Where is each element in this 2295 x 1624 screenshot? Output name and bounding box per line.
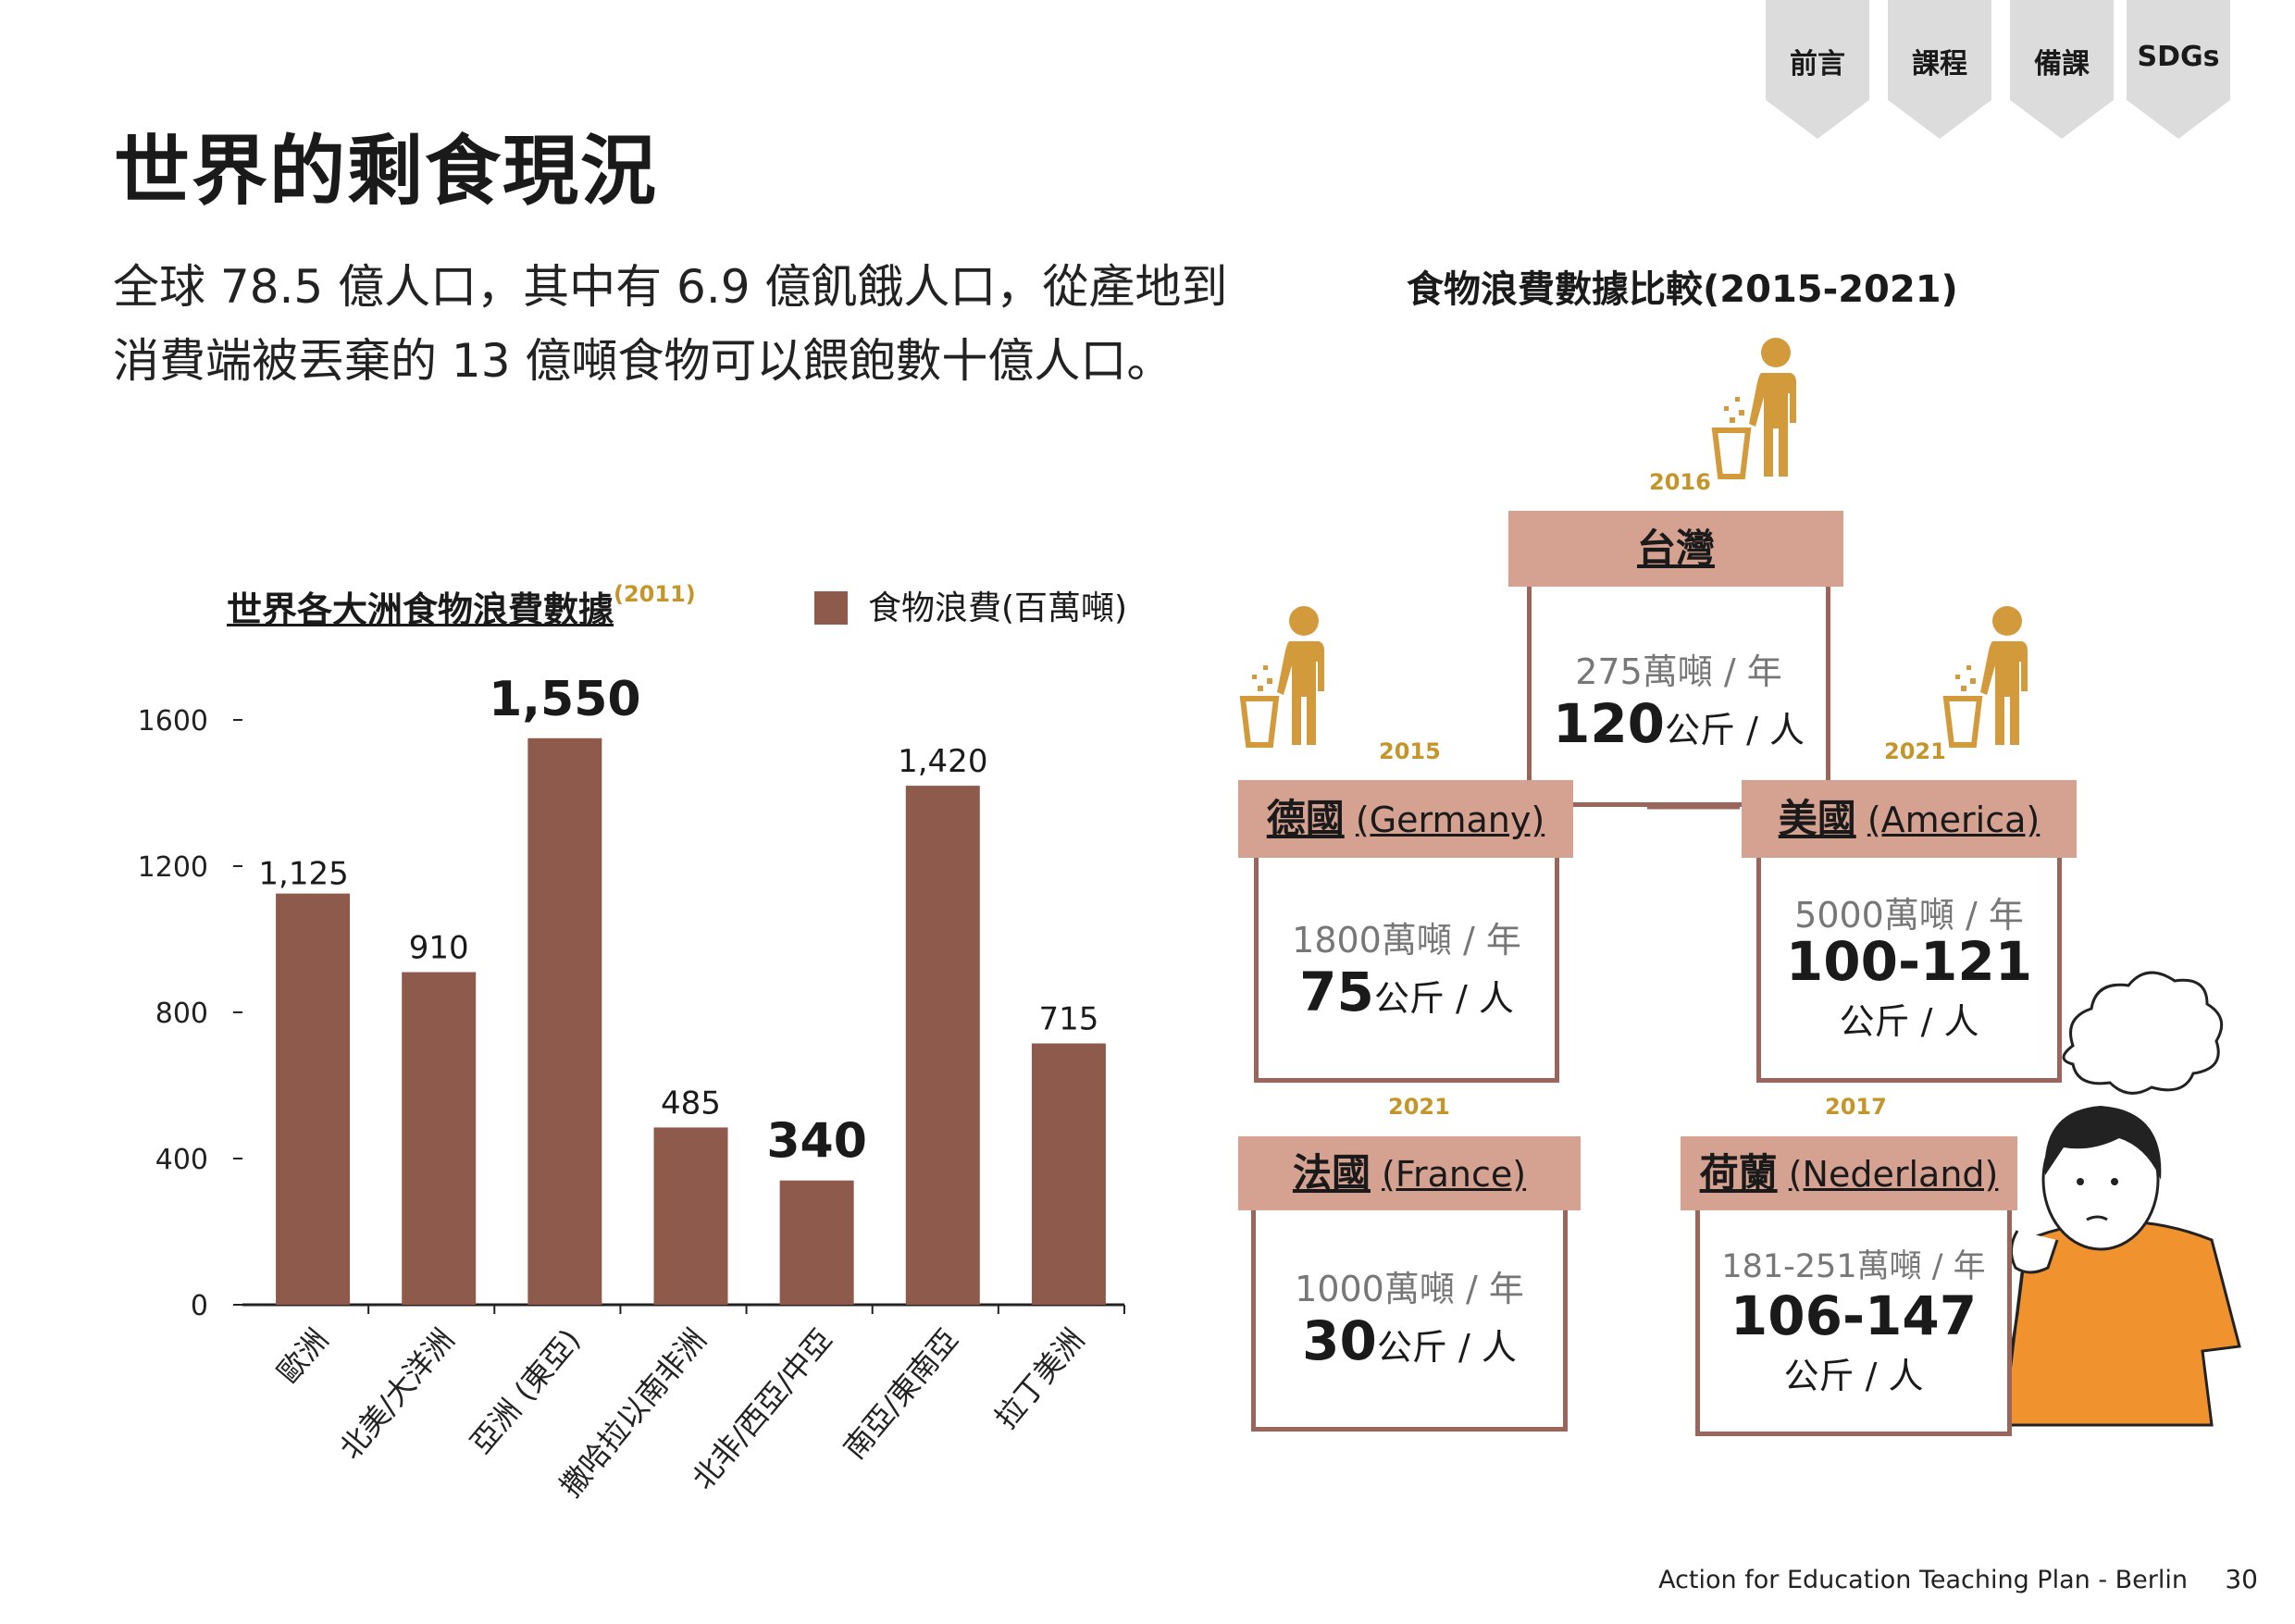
bar-value-label: 340 (766, 1114, 867, 1170)
tab-shape (1888, 0, 1991, 139)
country-year: 2021 (1388, 1094, 1450, 1120)
country-name-zh: 德國 (1266, 796, 1345, 841)
country-kg: 30公斤 / 人 (1251, 1309, 1568, 1372)
bar (1031, 1043, 1106, 1305)
country-year: 2016 (1649, 469, 1711, 495)
y-tick-label: 800 (155, 998, 208, 1030)
country-name-en: (Germany) (1355, 800, 1545, 840)
tab-prep[interactable]: 備課 (2010, 0, 2114, 139)
country-kg: 100-121 公斤 / 人 (1756, 930, 2062, 1044)
country-year: 2021 (1884, 738, 1946, 764)
tab-shape (2127, 0, 2230, 139)
y-tick-label: 400 (155, 1144, 208, 1176)
country-header-taiwan: 台灣 (1508, 511, 1843, 587)
country-tons: 181-251萬噸 / 年 (1721, 1248, 1986, 1285)
x-tick-label: 歐洲 (270, 1322, 335, 1390)
person-discarding-food-icon (1715, 338, 1796, 477)
x-tick-label: 拉丁美洲 (988, 1322, 1091, 1435)
kg-value: 100-121 (1785, 930, 2033, 993)
tab-sdgs[interactable]: SDGs (2127, 0, 2230, 139)
bar (527, 738, 602, 1305)
country-box-nederland (1695, 1196, 2012, 1436)
bar-value-label: 485 (661, 1085, 721, 1122)
kg-unit: 公斤 / 人 (1373, 978, 1514, 1019)
country-year: 2017 (1825, 1094, 1887, 1120)
kg-value: 75 (1299, 961, 1374, 1023)
tab-label: 備課 (2034, 48, 2090, 81)
person-discarding-food-icon (1243, 606, 1324, 745)
tab-label: SDGs (2137, 41, 2220, 73)
kg-value: 120 (1552, 692, 1666, 755)
country-kg: 75公斤 / 人 (1254, 961, 1559, 1023)
chart-title-text: 世界各大洲食物浪費數據 (227, 589, 614, 630)
comparison-art (1185, 315, 2241, 1427)
footer-text: Action for Education Teaching Plan - Ber… (1658, 1566, 2188, 1594)
country-name-zh: 法國 (1292, 1150, 1371, 1196)
country-year: 2015 (1379, 738, 1441, 764)
country-header-germany: 德國 (Germany) (1238, 780, 1573, 858)
country-tons: 5000萬噸 / 年 (1794, 895, 2024, 936)
bar (779, 1180, 854, 1305)
legend-swatch (814, 591, 848, 625)
tab-course[interactable]: 課程 (1888, 0, 1991, 139)
page-number: 30 (2225, 1564, 2258, 1594)
bar-value-label: 910 (409, 930, 469, 967)
country-box-germany (1254, 842, 1559, 1083)
kg-unit: 公斤 / 人 (1783, 1356, 1924, 1396)
country-name-en: (Nederland) (1788, 1154, 1999, 1195)
country-name-zh: 荷蘭 (1699, 1150, 1778, 1196)
bar-value-label: 1,550 (489, 672, 640, 727)
country-tons: 275萬噸 / 年 (1575, 651, 1782, 692)
comparison-title: 食物浪費數據比較(2015-2021) (1407, 268, 1958, 311)
country-name-en: (America) (1867, 800, 2041, 840)
country-header-france: 法國 (France) (1238, 1136, 1581, 1210)
bar-value-label: 715 (1038, 1001, 1098, 1038)
kg-unit: 公斤 / 人 (1376, 1327, 1517, 1368)
person-discarding-food-icon (1946, 606, 2028, 745)
bar (905, 786, 980, 1305)
kg-value: 106-147 (1730, 1284, 1978, 1347)
country-box-america (1756, 842, 2062, 1083)
bar-value-label: 1,125 (258, 856, 348, 893)
kg-unit: 公斤 / 人 (1839, 1001, 1979, 1042)
legend-label: 食物浪費(百萬噸) (868, 589, 1128, 627)
country-tons: 1800萬噸 / 年 (1292, 920, 1521, 961)
y-tick-label: 1600 (138, 705, 208, 738)
tab-shape (2010, 0, 2114, 139)
country-header-nederland: 荷蘭 (Nederland) (1681, 1136, 2017, 1210)
country-name-zh: 台灣 (1636, 526, 1715, 571)
tab-shape (1766, 0, 1869, 139)
kg-unit: 公斤 / 人 (1665, 710, 1805, 750)
country-header-america: 美國 (America) (1742, 780, 2077, 858)
intro-text: 全球 78.5 億人口，其中有 6.9 億飢餓人口，從產地到 消費端被丟棄的 1… (113, 250, 1316, 398)
tab-label: 前言 (1790, 48, 1845, 81)
country-name-zh: 美國 (1778, 796, 1856, 841)
thought-bubble-icon (2062, 971, 2224, 1095)
intro-line-2: 消費端被丟棄的 13 億噸食物可以餵飽數十億人口。 (113, 334, 1173, 388)
country-box-france (1251, 1196, 1568, 1432)
x-tick-label: 亞洲 (東亞) (464, 1322, 588, 1460)
y-tick-label: 1200 (138, 851, 208, 884)
bar (653, 1127, 728, 1305)
bar-value-label: 1,420 (898, 743, 987, 780)
x-tick-label: 北美/大洋洲 (332, 1322, 461, 1466)
thinking-person-illustration (1997, 1106, 2241, 1427)
country-tons: 1000萬噸 / 年 (1295, 1269, 1524, 1309)
x-tick-label: 南亞/東南亞 (837, 1322, 965, 1466)
country-kg: 106-147 公斤 / 人 (1695, 1284, 2012, 1398)
tab-preface[interactable]: 前言 (1766, 0, 1869, 139)
country-name-en: (France) (1382, 1154, 1527, 1195)
chart-legend: 食物浪費(百萬噸) (814, 581, 1127, 629)
kg-value: 30 (1302, 1309, 1377, 1372)
y-tick-label: 0 (191, 1290, 208, 1322)
country-kg: 120公斤 / 人 (1527, 692, 1830, 755)
bar (276, 893, 351, 1305)
page-title: 世界的剩食現況 (114, 128, 659, 216)
tab-label: 課程 (1912, 48, 1967, 81)
bar (402, 972, 477, 1305)
chart-title: 世界各大洲食物浪費數據 (2011) (227, 581, 696, 632)
intro-line-1: 全球 78.5 億人口，其中有 6.9 億飢餓人口，從產地到 (113, 260, 1228, 314)
bar-chart: 0 400 800 1200 1600 1,125 歐洲 910 北美/大洋洲 1,550 亞洲 (… (138, 672, 1125, 1504)
chart-title-year: (2011) (614, 581, 696, 607)
